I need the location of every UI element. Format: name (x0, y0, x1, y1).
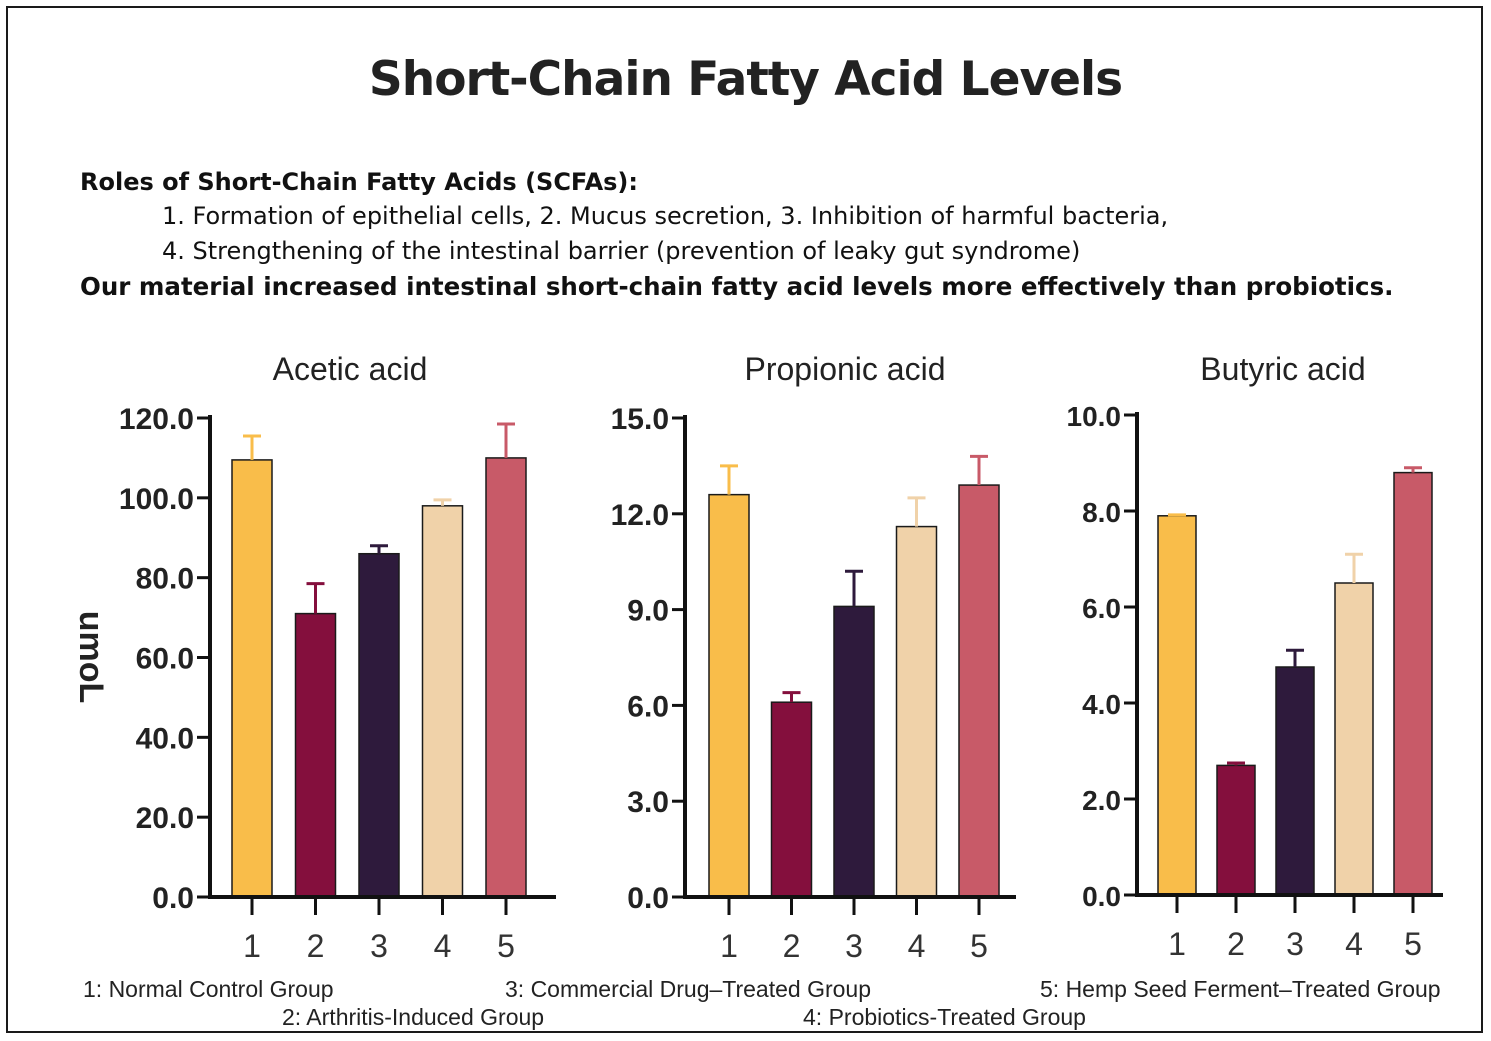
x-tick-label: 3 (370, 928, 388, 964)
bar-group-1 (231, 459, 273, 898)
x-tick-label: 4 (434, 928, 452, 964)
bar-group-3 (358, 552, 400, 898)
chart-3: Butyric acid 0.0 2.0 4.0 6.0 8.0 10.0 1 2 3 4 5 (1067, 351, 1443, 962)
x-tick-label: 3 (845, 928, 863, 964)
x-tick-label: 4 (908, 928, 926, 964)
bar-group-4 (421, 505, 464, 898)
bar-group-5 (485, 457, 527, 898)
y-tick-label: 12.0 (611, 499, 669, 532)
bar-group-5 (1393, 471, 1433, 896)
bar-group-2 (1216, 764, 1256, 896)
legend-group-5: 5: Hemp Seed Ferment–Treated Group (1040, 976, 1441, 1002)
y-tick-label: 40.0 (136, 722, 194, 755)
bar-group-2 (770, 701, 813, 898)
roles-line-1: 1. Formation of epithelial cells, 2. Muc… (162, 202, 1169, 230)
x-tick-label: 1 (720, 928, 738, 964)
y-tick-label: 3.0 (627, 786, 669, 819)
chart-title: Propionic acid (745, 351, 946, 387)
bar-group-3 (1275, 666, 1315, 896)
legend-group-1: 1: Normal Control Group (83, 976, 334, 1002)
bar-group-5 (958, 484, 1000, 898)
y-tick-label: 6.0 (1082, 593, 1121, 624)
y-axis-label: umoL (72, 611, 110, 704)
x-tick-label: 5 (1404, 926, 1422, 962)
x-tick-label: 2 (307, 928, 325, 964)
legend-group-2: 2: Arthritis-Induced Group (282, 1004, 545, 1030)
y-tick-label: 20.0 (136, 802, 194, 835)
chart-title: Acetic acid (273, 351, 428, 387)
roles-line-2: 4. Strengthening of the intestinal barri… (162, 237, 1081, 265)
y-tick-label: 15.0 (611, 403, 669, 436)
chart-2: Propionic acid 0.0 3.0 6.0 9.0 12.0 15.0 1 2 3 4 5 (611, 351, 1016, 964)
legend-group-3: 3: Commercial Drug–Treated Group (505, 976, 872, 1002)
x-tick-label: 5 (970, 928, 988, 964)
bar-group-3 (833, 605, 875, 898)
page-title: Short-Chain Fatty Acid Levels (368, 52, 1123, 107)
bar-group-1 (1157, 515, 1197, 896)
x-tick-label: 2 (1227, 926, 1245, 962)
roles-heading: Roles of Short-Chain Fatty Acids (SCFAs)… (80, 168, 638, 196)
x-tick-label: 2 (783, 928, 801, 964)
chart-1: Acetic acid 0.0 20.0 40.0 60.0 80.0 100.0 120.0… (72, 351, 556, 964)
y-tick-label: 2.0 (1082, 785, 1121, 816)
x-tick-label: 1 (1168, 926, 1186, 962)
legend-group-4: 4: Probiotics-Treated Group (803, 1004, 1086, 1030)
bar-group-4 (1334, 582, 1374, 896)
x-tick-label: 1 (243, 928, 261, 964)
y-tick-label: 9.0 (627, 595, 669, 628)
bar-group-1 (708, 493, 750, 898)
bar-group-2 (294, 612, 337, 898)
y-tick-label: 0.0 (1082, 881, 1121, 912)
figure-frame (6, 6, 1483, 1033)
y-tick-label: 10.0 (1067, 401, 1122, 432)
conclusion-text: Our material increased intestinal short-… (80, 272, 1394, 301)
y-tick-label: 120.0 (119, 403, 194, 436)
y-tick-label: 4.0 (1082, 689, 1121, 720)
y-tick-label: 8.0 (1082, 497, 1121, 528)
y-tick-label: 0.0 (152, 882, 194, 915)
y-tick-label: 0.0 (627, 882, 669, 915)
x-tick-label: 3 (1286, 926, 1304, 962)
y-tick-label: 80.0 (136, 563, 194, 596)
x-tick-label: 4 (1345, 926, 1363, 962)
y-tick-label: 60.0 (136, 643, 194, 676)
bar-group-4 (895, 525, 938, 898)
y-tick-label: 6.0 (627, 690, 669, 723)
y-tick-label: 100.0 (119, 483, 194, 516)
chart-title: Butyric acid (1200, 351, 1365, 387)
x-tick-label: 5 (497, 928, 515, 964)
